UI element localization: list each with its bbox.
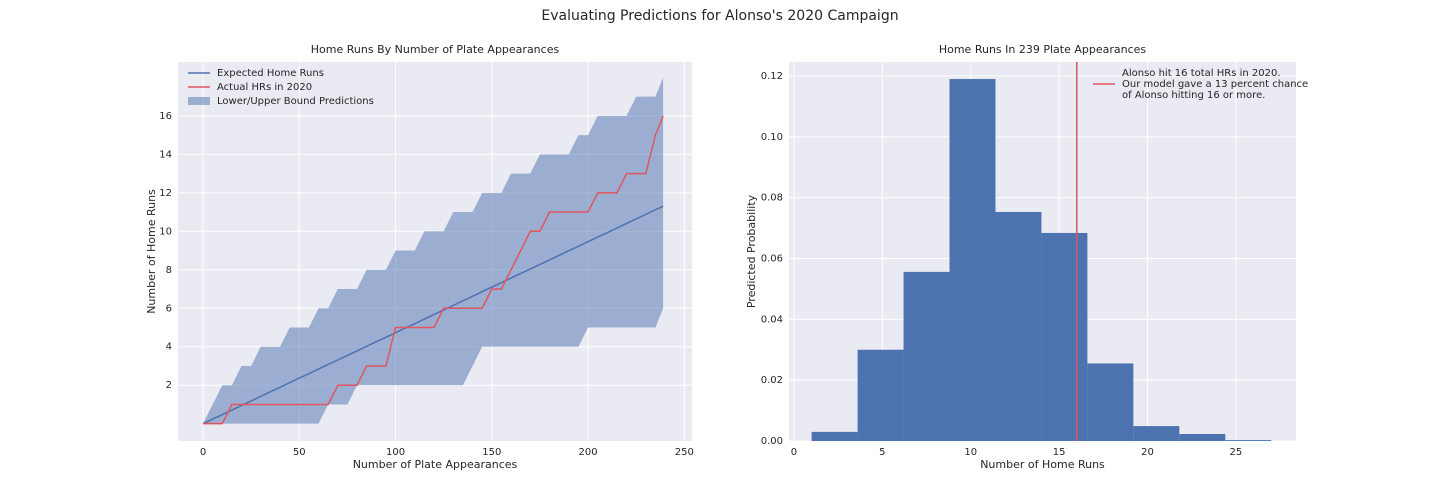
figure-title: Evaluating Predictions for Alonso's 2020… xyxy=(541,8,898,24)
legend-label: Our model gave a 13 percent chance xyxy=(1122,79,1308,90)
x-tick-label: 250 xyxy=(675,447,694,458)
x-tick-label: 0 xyxy=(200,447,206,458)
y-tick-label: 0.06 xyxy=(761,253,783,264)
axes-title: Home Runs By Number of Plate Appearances xyxy=(311,43,560,56)
y-tick-label: 0.04 xyxy=(761,314,783,325)
x-tick-label: 200 xyxy=(578,447,597,458)
bound-area xyxy=(203,77,664,424)
y-tick-label: 6 xyxy=(166,303,172,314)
y-tick-label: 0.02 xyxy=(761,375,783,386)
y-axis-label: Predicted Probability xyxy=(745,194,758,308)
bar xyxy=(811,431,858,441)
series-line xyxy=(202,205,664,425)
y-tick-label: 0.00 xyxy=(761,436,783,447)
x-tick-label: 0 xyxy=(791,447,797,458)
x-tick-label: 15 xyxy=(1053,447,1066,458)
bar xyxy=(1225,440,1272,441)
axes-title: Home Runs In 239 Plate Appearances xyxy=(939,43,1147,56)
bar xyxy=(1041,232,1088,441)
y-tick-label: 0.08 xyxy=(761,193,783,204)
y-tick-label: 10 xyxy=(159,226,172,237)
x-tick-label: 50 xyxy=(293,447,306,458)
bar xyxy=(857,349,904,441)
y-tick-label: 16 xyxy=(159,111,172,122)
y-tick-label: 0.12 xyxy=(761,71,783,82)
x-tick-label: 5 xyxy=(879,447,885,458)
y-axis-label: Number of Home Runs xyxy=(145,189,158,314)
bar xyxy=(1179,434,1226,441)
x-tick-label: 100 xyxy=(386,447,405,458)
x-tick-label: 20 xyxy=(1141,447,1154,458)
legend-label: Expected Home Runs xyxy=(217,68,324,79)
y-tick-label: 8 xyxy=(166,265,172,276)
legend-label: Alonso hit 16 total HRs in 2020. xyxy=(1122,68,1281,79)
legend-label: of Alonso hitting 16 or more. xyxy=(1122,90,1265,101)
x-tick-label: 150 xyxy=(482,447,501,458)
bar xyxy=(903,271,950,441)
y-tick-label: 14 xyxy=(159,149,172,160)
x-tick-label: 10 xyxy=(964,447,977,458)
legend-label: Actual HRs in 2020 xyxy=(217,82,312,93)
y-tick-label: 4 xyxy=(166,342,172,353)
y-tick-label: 0.10 xyxy=(761,132,783,143)
y-tick-label: 2 xyxy=(166,380,172,391)
x-tick-label: 25 xyxy=(1230,447,1243,458)
x-axis-label: Number of Home Runs xyxy=(980,458,1105,471)
x-axis-label: Number of Plate Appearances xyxy=(353,458,518,471)
y-tick-label: 12 xyxy=(159,188,172,199)
bar xyxy=(995,211,1042,441)
legend-swatch xyxy=(188,97,210,105)
bar xyxy=(949,79,996,442)
bar xyxy=(1133,426,1180,441)
series-line xyxy=(203,115,664,425)
bar xyxy=(1087,363,1134,441)
legend-label: Lower/Upper Bound Predictions xyxy=(217,96,374,107)
